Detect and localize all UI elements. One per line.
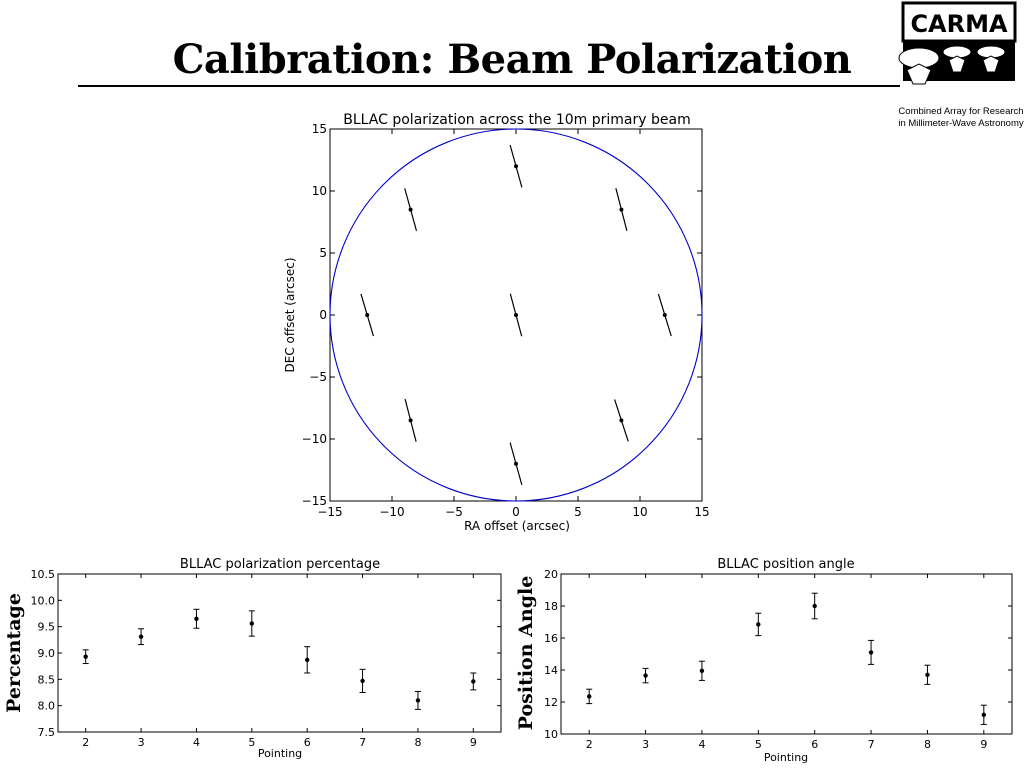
data-point xyxy=(812,603,817,609)
y-tick-label: 18 xyxy=(544,600,558,613)
x-tick-label: 7 xyxy=(868,738,875,751)
beam-chart-xlabel: RA offset (arcsec) xyxy=(464,519,570,533)
data-point xyxy=(925,672,930,677)
pointing-center-marker xyxy=(365,313,370,317)
data-point xyxy=(249,621,255,626)
x-tick-label: 0 xyxy=(512,505,520,519)
x-tick-label: 5 xyxy=(755,738,762,751)
pointing-center-marker xyxy=(619,418,624,423)
x-tick-label: 8 xyxy=(414,736,421,749)
data-point xyxy=(83,654,88,659)
data-point xyxy=(586,694,592,699)
y-tick-label: 20 xyxy=(544,568,558,581)
y-tick-label: −15 xyxy=(302,494,327,508)
data-point xyxy=(304,657,310,663)
data-point xyxy=(643,673,648,678)
beam-chart-ylabel: DEC offset (arcsec) xyxy=(283,258,297,373)
beam-chart-title: BLLAC polarization across the 10m primar… xyxy=(343,112,690,128)
angle-chart-title: BLLAC position angle xyxy=(717,557,854,572)
pointing-center-marker xyxy=(514,164,518,169)
x-tick-label: 2 xyxy=(586,738,593,751)
pointing-center-marker xyxy=(662,313,667,317)
x-tick-label: 3 xyxy=(642,738,649,751)
x-tick-label: 6 xyxy=(811,738,818,751)
percentage-chart-title: BLLAC polarization percentage xyxy=(180,557,380,572)
x-tick-label: 5 xyxy=(574,505,582,519)
antenna-dishes-icon xyxy=(898,45,1006,85)
y-tick-label: 10 xyxy=(544,728,558,741)
y-tick-label: −5 xyxy=(309,370,327,384)
y-tick-label: 9.0 xyxy=(38,647,56,660)
x-tick-label: −5 xyxy=(445,505,463,519)
data-point xyxy=(868,650,874,655)
data-point xyxy=(756,622,761,627)
y-tick-label: 0 xyxy=(319,308,327,322)
pointing-center-marker xyxy=(408,207,413,212)
logo-tagline-1: Combined Array for Research xyxy=(898,106,1023,117)
percentage-chart-xlabel: Pointing xyxy=(258,747,302,760)
data-point xyxy=(138,634,144,639)
x-tick-label: 6 xyxy=(304,736,311,749)
y-tick-label: 14 xyxy=(544,664,558,677)
x-tick-label: 9 xyxy=(980,738,987,751)
y-tick-label: 10 xyxy=(312,184,327,198)
y-tick-label: 7.5 xyxy=(38,726,56,739)
y-tick-label: 8.5 xyxy=(38,673,56,686)
data-point xyxy=(471,679,476,684)
x-tick-label: 4 xyxy=(698,738,705,751)
y-tick-label: −10 xyxy=(302,432,327,446)
x-tick-label: 2 xyxy=(82,736,89,749)
data-point xyxy=(699,668,705,673)
pointing-center-marker xyxy=(408,418,413,423)
pointing-center-marker xyxy=(619,207,624,212)
logo-wordmark: CARMA xyxy=(910,10,1008,38)
y-tick-label: 10.5 xyxy=(31,568,56,581)
primary-beam-circle xyxy=(329,128,703,502)
x-tick-label: 8 xyxy=(924,738,931,751)
carma-logo: CARMA Combined Array for Research in Mil… xyxy=(898,1,1024,129)
angle-chart-ylabel: Position Angle xyxy=(515,576,537,731)
angle-chart-xlabel: Pointing xyxy=(764,751,808,764)
x-tick-label: 3 xyxy=(138,736,145,749)
data-point xyxy=(415,698,421,703)
y-tick-label: 9.5 xyxy=(38,621,56,634)
title-divider xyxy=(78,85,900,87)
data-point xyxy=(194,616,199,621)
y-tick-label: 12 xyxy=(544,696,558,709)
y-tick-label: 5 xyxy=(319,246,327,260)
y-tick-label: 16 xyxy=(544,632,558,645)
y-tick-label: 8.0 xyxy=(38,700,56,713)
data-point xyxy=(981,712,987,717)
x-tick-label: 10 xyxy=(632,505,647,519)
y-tick-label: 10.0 xyxy=(31,594,56,607)
slide-title: Calibration: Beam Polarization xyxy=(172,36,852,83)
angle-plot-frame xyxy=(560,573,1013,735)
pointing-center-marker xyxy=(514,461,518,466)
y-tick-label: 15 xyxy=(312,122,327,136)
x-tick-label: 5 xyxy=(248,736,255,749)
logo-tagline-2: in Millimeter-Wave Astronomy xyxy=(898,118,1024,129)
data-point xyxy=(360,678,365,684)
x-tick-label: 4 xyxy=(193,736,200,749)
x-tick-label: −15 xyxy=(317,505,342,519)
x-tick-label: −10 xyxy=(379,505,404,519)
pointing-center-marker xyxy=(514,313,518,317)
x-tick-label: 7 xyxy=(359,736,366,749)
x-tick-label: 15 xyxy=(694,505,709,519)
x-tick-label: 9 xyxy=(470,736,477,749)
percentage-chart-ylabel: Percentage xyxy=(3,593,25,713)
